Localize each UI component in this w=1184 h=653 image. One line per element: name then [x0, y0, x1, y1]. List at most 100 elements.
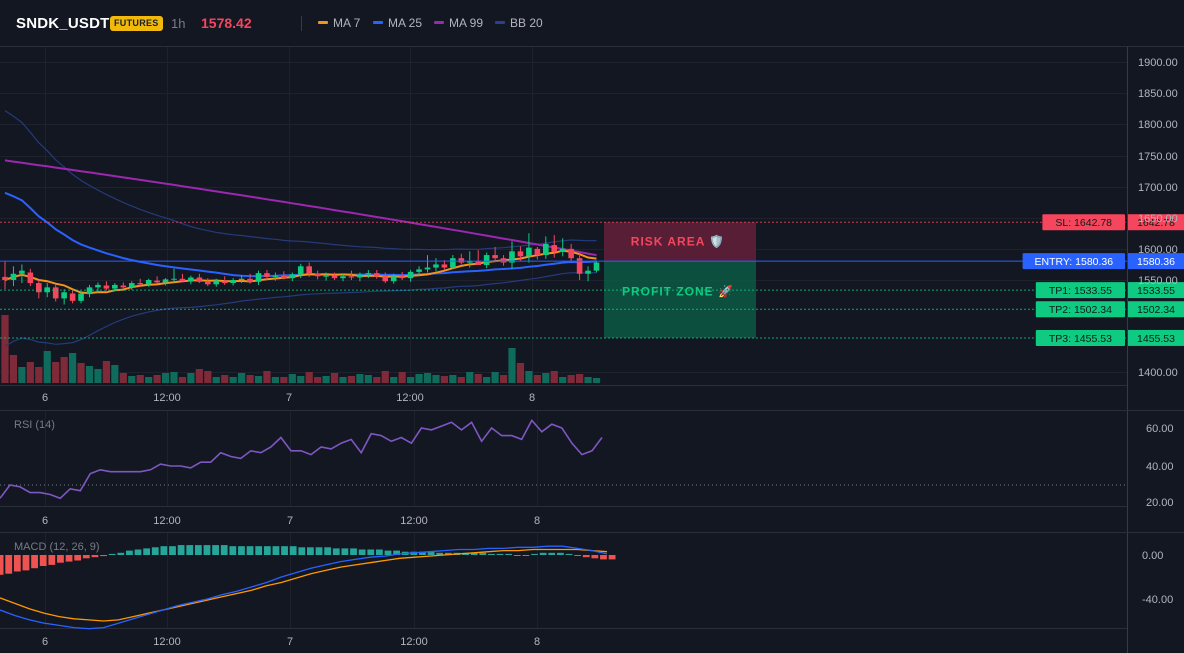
legend-bb20[interactable]: BB 20	[495, 16, 543, 31]
candle-body[interactable]	[171, 278, 177, 280]
candle-body[interactable]	[69, 293, 76, 301]
legend-ma99[interactable]: MA 99	[434, 16, 483, 31]
candle-body[interactable]	[543, 243, 549, 256]
candle-body[interactable]	[27, 272, 34, 284]
candle-body[interactable]	[238, 278, 245, 280]
candle-body[interactable]	[297, 266, 304, 275]
candle-body[interactable]	[205, 281, 211, 285]
candle-body[interactable]	[551, 245, 558, 252]
candle-body[interactable]	[19, 270, 25, 274]
candle-body[interactable]	[433, 264, 439, 268]
candle-body[interactable]	[36, 283, 42, 293]
candle-body[interactable]	[120, 285, 127, 288]
candle-body[interactable]	[492, 255, 498, 259]
candle-body[interactable]	[424, 267, 431, 270]
candle-body[interactable]	[128, 283, 135, 288]
time-axis[interactable]: 6 12:00 7 12:00 8 6 12:00 7 12:00 8 6 12:00 7 12:00 8	[42, 392, 540, 648]
candle-body[interactable]	[526, 247, 532, 257]
candle-body[interactable]	[458, 258, 465, 263]
candle-body[interactable]	[179, 278, 186, 282]
candle-body[interactable]	[509, 251, 515, 263]
candle-body[interactable]	[399, 276, 405, 279]
candle-body[interactable]	[585, 270, 591, 274]
candle-body[interactable]	[10, 273, 17, 280]
candle-body[interactable]	[475, 261, 481, 266]
candle-body[interactable]	[78, 293, 84, 301]
candle-body[interactable]	[188, 277, 194, 282]
level-tag[interactable]	[1035, 301, 1125, 318]
candle-body[interactable]	[500, 258, 507, 263]
candle-body[interactable]	[289, 274, 296, 279]
level-price-tag[interactable]	[1128, 214, 1184, 231]
macd-pane[interactable]: MACD (12, 26, 9) 0.00 -40.00	[0, 541, 1173, 630]
candle-body[interactable]	[374, 273, 380, 277]
candle-body[interactable]	[576, 258, 583, 274]
candle-body[interactable]	[348, 276, 355, 278]
candle-body[interactable]	[593, 262, 600, 271]
candle-body[interactable]	[52, 287, 59, 299]
candle-body[interactable]	[103, 285, 110, 289]
candle-body[interactable]	[331, 275, 338, 279]
candle-body[interactable]	[382, 276, 389, 282]
interval-selector[interactable]: 1h	[171, 16, 186, 31]
macd-line[interactable]	[0, 545, 608, 630]
candle-body[interactable]	[95, 284, 101, 288]
candle-body[interactable]	[44, 287, 51, 293]
trade-levels[interactable]: SL: 1642.78 1642.78 ENTRY: 1580.36 1580.36 T…	[0, 214, 1184, 346]
candle-body[interactable]	[568, 248, 574, 259]
candle-body[interactable]	[86, 287, 93, 295]
level-price-tag[interactable]	[1128, 282, 1184, 299]
macd-signal-line[interactable]	[0, 548, 608, 622]
macd-histogram-bar	[315, 547, 323, 555]
candle-body[interactable]	[466, 261, 473, 263]
legend-ma7[interactable]: MA 7	[318, 16, 360, 31]
candle-body[interactable]	[407, 271, 414, 279]
candle-body[interactable]	[230, 280, 236, 284]
candle-body[interactable]	[365, 273, 372, 275]
candle-body[interactable]	[255, 273, 262, 282]
volume-bar	[542, 373, 550, 383]
candle-body[interactable]	[416, 269, 422, 272]
candle-body[interactable]	[450, 258, 456, 268]
level-price-tag[interactable]	[1128, 329, 1184, 346]
level-tag[interactable]	[1042, 214, 1125, 231]
candlesticks[interactable]	[2, 233, 600, 305]
level-price-tag[interactable]	[1128, 253, 1184, 270]
price-axis[interactable]: 1900.00 1850.00 1800.00 1750.00 1700.00 1650.…	[1138, 57, 1178, 379]
level-price-tag[interactable]	[1128, 301, 1184, 318]
candle-body[interactable]	[314, 273, 321, 277]
candle-body[interactable]	[247, 278, 253, 282]
candle-body[interactable]	[306, 266, 312, 274]
candle-body[interactable]	[196, 277, 203, 282]
macd-histogram-bar	[255, 546, 263, 555]
candle-body[interactable]	[272, 275, 279, 277]
level-tag[interactable]	[1022, 253, 1125, 270]
symbol-name[interactable]: SNDK_USDT	[16, 15, 110, 32]
level-tag[interactable]	[1035, 282, 1125, 299]
candle-body[interactable]	[323, 275, 329, 277]
candle-body[interactable]	[357, 274, 363, 278]
candle-body[interactable]	[112, 284, 118, 289]
candle-body[interactable]	[213, 280, 220, 285]
candle-body[interactable]	[264, 273, 270, 277]
candle-body[interactable]	[145, 280, 152, 285]
legend-ma25[interactable]: MA 25	[373, 16, 422, 31]
candle-body[interactable]	[162, 279, 169, 283]
rsi-pane[interactable]: RSI (14) 60.00 40.00 20.00	[0, 419, 1174, 509]
candle-body[interactable]	[534, 248, 541, 256]
candle-body[interactable]	[2, 276, 8, 280]
candle-body[interactable]	[137, 283, 143, 285]
rsi-line[interactable]	[0, 419, 603, 500]
candle-body[interactable]	[483, 255, 490, 266]
candle-body[interactable]	[340, 276, 346, 279]
candle-body[interactable]	[281, 275, 287, 279]
candle-body[interactable]	[517, 251, 524, 257]
candle-body[interactable]	[61, 292, 67, 299]
level-tag[interactable]	[1035, 329, 1125, 346]
candle-body[interactable]	[154, 280, 160, 283]
candle-body[interactable]	[441, 264, 448, 268]
candle-body[interactable]	[390, 276, 397, 282]
candle-body[interactable]	[559, 248, 566, 252]
candle-body[interactable]	[221, 281, 228, 284]
